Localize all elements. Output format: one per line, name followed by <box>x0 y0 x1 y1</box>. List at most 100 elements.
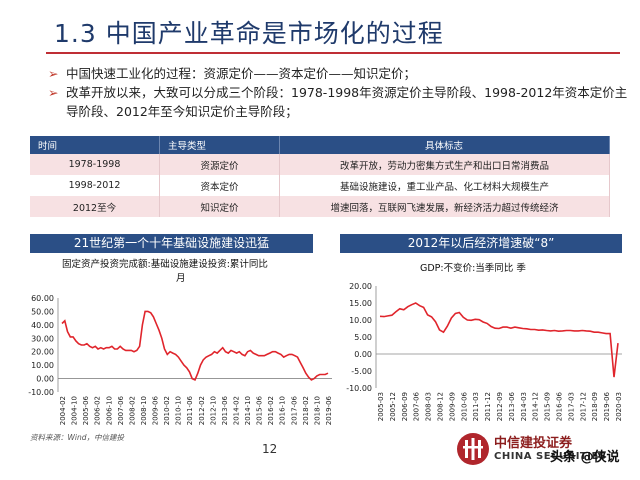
left-chart-x-tick-label: 2012-02 <box>198 396 206 425</box>
page-number: 12 <box>262 442 278 456</box>
right-chart-subtitle: GDP:不变价:当季同比 季 <box>420 263 526 274</box>
left-chart-y-tick-label: 20.00 <box>31 348 54 357</box>
right-chart-x-tick-label: 2016-06 <box>556 391 564 421</box>
slide-title: 1.3 中国产业革命是市场化的过程 <box>54 19 444 48</box>
left-chart-x-tick-label: 2004-10 <box>71 396 79 425</box>
table-header-row: 时间 主导类型 具体标志 <box>30 136 610 154</box>
company-logo: 中信建投证券 CHINA SECURITIES 头条 @侠说 <box>452 428 632 472</box>
left-chart-x-tick-label: 2017-06 <box>290 395 298 425</box>
right-chart-x-tick-label: 2015-09 <box>544 392 552 421</box>
left-chart-x-tick-label: 2018-02 <box>302 396 310 425</box>
left-chart-x-tick-label: 2004-02 <box>59 396 67 425</box>
table-cell: 资源定价 <box>159 154 280 175</box>
table-row: 1978-1998 资源定价 改革开放，劳动力密集方式生产和出口日常消费品 <box>30 154 610 175</box>
table-header: 主导类型 <box>159 136 280 154</box>
right-chart-x-tick-label: 2005-03 <box>377 392 385 421</box>
left-chart-x-tick-label: 2009-06 <box>152 395 160 425</box>
right-chart-x-tick-label: 2011-03 <box>472 392 480 421</box>
right-chart-y-tick-label: -5.00 <box>351 367 372 376</box>
bullet-text: 中国快速工业化的过程：资源定价——资本定价——知识定价； <box>66 66 417 81</box>
right-chart-x-tick-label: 2020-03 <box>615 392 623 421</box>
right-chart-x-tick-label: 2005-12 <box>389 392 397 421</box>
left-chart-x-tick-label: 2019-06 <box>325 395 333 425</box>
watermark-text: 头条 @侠说 <box>550 450 620 465</box>
right-chart-x-tick-label: 2013-06 <box>508 391 516 421</box>
left-panel-title: 21世纪第一个十年基础设施建设迅猛 <box>30 234 313 253</box>
left-chart-x-tick-label: 2011-06 <box>186 395 194 425</box>
logo-cn-text: 中信建投证券 <box>494 436 573 451</box>
left-chart-x-tick-label: 2016-10 <box>279 396 287 425</box>
left-chart-x-tick-label: 2012-10 <box>209 396 217 425</box>
arrow-bullet-icon: ➢ <box>48 66 59 81</box>
left-chart-y-tick-label: 10.00 <box>31 361 54 370</box>
left-chart-x-tick-label: 2014-10 <box>244 396 252 425</box>
right-chart-x-tick-label: 2010-06 <box>460 391 468 421</box>
right-chart-x-tick-label: 2019-06 <box>603 391 611 421</box>
left-chart-subtitle-2: 月 <box>176 273 186 284</box>
table-row: 2012至今 知识定价 增速回落，互联网飞速发展，新经济活力超过传统经济 <box>30 196 610 217</box>
left-chart-x-tick-label: 2008-10 <box>140 396 148 425</box>
right-chart-y-tick-label: -10.00 <box>346 384 372 393</box>
table-cell: 2012至今 <box>30 196 160 217</box>
right-chart-y-tick-label: 5.00 <box>354 333 372 342</box>
left-chart-y-tick-label: -10.00 <box>28 388 54 397</box>
left-chart-x-tick-label: 2010-10 <box>175 396 183 425</box>
left-chart-x-tick-label: 2007-06 <box>117 395 125 425</box>
right-chart-x-tick-label: 2007-06 <box>413 391 421 421</box>
bullet-list: ➢ 中国快速工业化的过程：资源定价——资本定价——知识定价； ➢ 改革开放以来，… <box>48 64 628 121</box>
right-chart-y-tick-label: 15.00 <box>349 299 372 308</box>
right-panel-title: 2012年以后经济增速破“8” <box>340 234 622 253</box>
table-cell: 资本定价 <box>159 175 280 196</box>
left-chart-x-tick-label: 2006-02 <box>94 396 102 425</box>
right-chart-y-tick-label: 10.00 <box>349 316 372 325</box>
left-chart-x-tick-label: 2014-02 <box>232 396 240 425</box>
arrow-bullet-icon: ➢ <box>48 85 59 100</box>
left-chart-y-tick-label: 40.00 <box>31 321 54 330</box>
right-chart-x-tick-label: 2006-09 <box>401 392 409 421</box>
right-chart-x-tick-label: 2008-12 <box>437 392 445 421</box>
left-chart-x-tick-label: 2006-10 <box>105 396 113 425</box>
left-chart-y-tick-label: 50.00 <box>31 307 54 316</box>
infrastructure-investment-chart: 60.00 50.00 40.00 30.00 20.00 10.00 0.00 -10.00… <box>28 294 333 425</box>
left-chart-x-tick-label: 2015-06 <box>256 395 264 425</box>
right-chart-x-tick-label: 2017-12 <box>579 392 587 421</box>
left-chart-subtitle: 固定资产投资完成额:基础设施建设投资:累计同比 <box>62 259 268 270</box>
right-chart-x-tick-label: 2018-09 <box>591 392 599 421</box>
right-chart-x-tick-label: 2017-03 <box>567 392 575 421</box>
left-chart-series-line <box>61 310 329 381</box>
table-row: 1998-2012 资本定价 基础设施建设，重工业产品、化工材料大规模生产 <box>30 175 610 196</box>
bullet-item: ➢ 中国快速工业化的过程：资源定价——资本定价——知识定价； <box>48 64 628 83</box>
right-chart-x-tick-label: 2012-09 <box>496 392 504 421</box>
table-cell: 知识定价 <box>159 196 280 217</box>
table-cell: 基础设施建设，重工业产品、化工材料大规模生产 <box>279 175 610 196</box>
table-cell: 1998-2012 <box>30 175 160 196</box>
right-chart-series-line <box>379 302 619 378</box>
right-chart-x-tick-label: 2014-03 <box>520 392 528 421</box>
table-header: 具体标志 <box>279 136 610 154</box>
left-chart-y-tick-label: 0.00 <box>36 375 54 384</box>
table-cell: 改革开放，劳动力密集方式生产和出口日常消费品 <box>279 154 610 175</box>
right-chart-x-tick-label: 2008-03 <box>425 392 433 421</box>
right-chart-y-tick-label: 20.00 <box>349 282 372 291</box>
table-cell: 1978-1998 <box>30 154 160 175</box>
left-chart-x-tick-label: 2013-06 <box>221 395 229 425</box>
left-chart-x-tick-label: 2008-02 <box>128 396 136 425</box>
logo-en-text: CHINA SECURITIES <box>494 451 607 462</box>
bullet-text: 改革开放以来，大致可以分成三个阶段：1978-1998年资源定价主导阶段、199… <box>66 85 628 119</box>
stages-table: 时间 主导类型 具体标志 1978-1998 资源定价 改革开放，劳动力密集方式… <box>30 136 610 217</box>
bullet-item: ➢ 改革开放以来，大致可以分成三个阶段：1978-1998年资源定价主导阶段、1… <box>48 83 628 121</box>
left-chart-y-tick-label: 30.00 <box>31 334 54 343</box>
right-chart-x-tick-label: 2011-12 <box>484 392 492 421</box>
gdp-growth-chart: 20.00 15.00 10.00 5.00 0.00 -5.00 -10.00 2005-0… <box>346 282 623 421</box>
right-chart-y-tick-label: 0.00 <box>354 350 372 359</box>
logo-emblem-icon <box>457 433 489 465</box>
right-chart-x-tick-label: 2014-12 <box>532 392 540 421</box>
title-underline <box>46 52 620 54</box>
source-note: 资料来源：Wind，中信建投 <box>30 433 125 442</box>
right-chart-x-tick-label: 2009-09 <box>448 392 456 421</box>
left-chart-x-tick-label: 2016-02 <box>267 396 275 425</box>
left-chart-x-tick-label: 2018-10 <box>313 396 321 425</box>
left-chart-y-tick-label: 60.00 <box>31 294 54 303</box>
table-header: 时间 <box>30 136 160 154</box>
left-chart-x-tick-label: 2005-06 <box>82 395 90 425</box>
